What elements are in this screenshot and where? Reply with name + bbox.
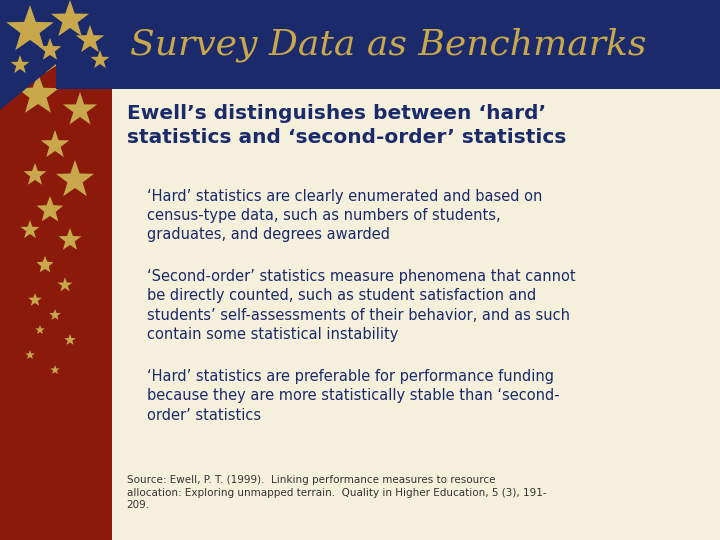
- PathPatch shape: [58, 277, 73, 292]
- Text: Survey Data as Benchmarks: Survey Data as Benchmarks: [130, 28, 646, 62]
- PathPatch shape: [35, 325, 45, 334]
- PathPatch shape: [11, 55, 30, 73]
- PathPatch shape: [76, 25, 104, 52]
- PathPatch shape: [50, 365, 60, 374]
- FancyBboxPatch shape: [56, 0, 720, 89]
- PathPatch shape: [39, 38, 61, 60]
- Text: Source: Ewell, P. T. (1999).  Linking performance measures to resource
allocatio: Source: Ewell, P. T. (1999). Linking per…: [127, 475, 546, 510]
- PathPatch shape: [35, 22, 89, 73]
- PathPatch shape: [6, 5, 54, 50]
- PathPatch shape: [56, 160, 94, 196]
- PathPatch shape: [37, 256, 53, 272]
- PathPatch shape: [41, 130, 69, 157]
- Text: ‘Second-order’ statistics measure phenomena that cannot
be directly counted, suc: ‘Second-order’ statistics measure phenom…: [147, 269, 575, 342]
- PathPatch shape: [24, 163, 46, 185]
- FancyBboxPatch shape: [0, 0, 112, 540]
- PathPatch shape: [49, 309, 60, 320]
- Text: ‘Hard’ statistics are clearly enumerated and based on
census-type data, such as : ‘Hard’ statistics are clearly enumerated…: [147, 189, 542, 242]
- Text: Ewell’s distinguishes between ‘hard’
statistics and ‘second-order’ statistics: Ewell’s distinguishes between ‘hard’ sta…: [127, 104, 566, 146]
- PathPatch shape: [0, 0, 101, 80]
- PathPatch shape: [63, 92, 97, 125]
- PathPatch shape: [64, 334, 76, 345]
- PathPatch shape: [51, 0, 89, 36]
- PathPatch shape: [58, 228, 81, 249]
- PathPatch shape: [37, 196, 63, 221]
- PathPatch shape: [28, 293, 42, 306]
- PathPatch shape: [20, 220, 40, 238]
- PathPatch shape: [91, 50, 109, 68]
- PathPatch shape: [17, 73, 59, 113]
- PathPatch shape: [25, 350, 35, 359]
- Text: ‘Hard’ statistics are preferable for performance funding
because they are more s: ‘Hard’ statistics are preferable for per…: [147, 369, 559, 422]
- PathPatch shape: [0, 0, 134, 110]
